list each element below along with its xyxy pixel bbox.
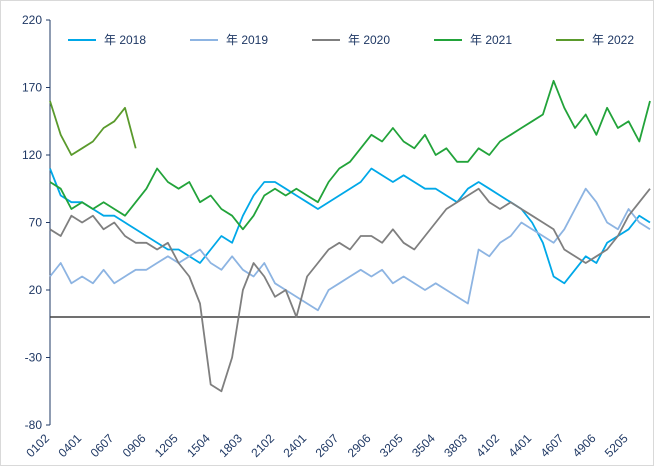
legend-label: 年 2022 [592,33,634,47]
y-tick-label: 20 [29,283,43,297]
series-line [49,167,651,285]
legend-label: 年 2021 [470,33,512,47]
legend-label: 年 2019 [226,33,268,47]
y-tick-label: 170 [22,81,42,95]
legend-label: 年 2020 [348,33,390,47]
y-tick-label: 120 [22,148,42,162]
series-line [49,79,651,231]
series-line [49,100,137,156]
y-tick-label: -80 [25,418,43,432]
y-tick-label: 220 [22,13,42,27]
y-tick-label: 70 [29,216,43,230]
series-line [49,187,651,393]
legend-label: 年 2018 [104,33,146,47]
y-tick-label: -30 [25,351,43,365]
series-line [49,187,651,312]
